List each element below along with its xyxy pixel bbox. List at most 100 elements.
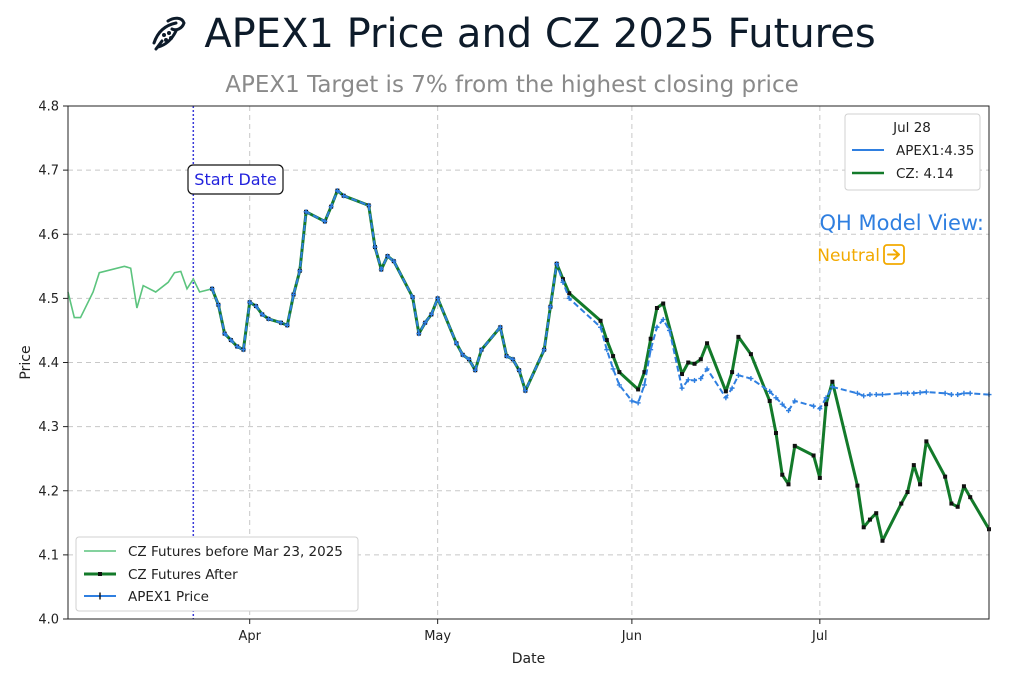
apex1-point [911, 390, 917, 396]
apex1-point [366, 202, 372, 208]
apex1-point [560, 279, 566, 285]
series-legend: CZ Futures before Mar 23, 2025 CZ Futures… [75, 536, 359, 612]
plot-frame [67, 105, 990, 620]
apex1-point [278, 320, 284, 326]
x-tick-label: Jul [811, 629, 828, 644]
apex1-point [598, 324, 604, 330]
cz-after-point [567, 291, 572, 296]
apex1-point [854, 390, 860, 396]
apex1-point [792, 398, 798, 404]
apex1-point [723, 395, 729, 401]
apex1-point [554, 261, 560, 267]
y-tick-label: 4.0 [38, 613, 59, 628]
y-axis-label: Price [18, 345, 34, 379]
apex1-point [209, 286, 215, 292]
apex1-point [748, 376, 754, 382]
qh-model-title: QH Model View: [820, 211, 984, 235]
cz-after-point [780, 472, 785, 477]
apex1-point [641, 382, 647, 388]
cz-after-point [874, 511, 879, 516]
cz-after-point [686, 360, 691, 365]
apex1-point [604, 347, 610, 353]
arrow-box [883, 244, 905, 265]
apex1-point [234, 343, 240, 349]
info-box-title: Jul 28 [892, 120, 931, 136]
x-tick-label: May [424, 629, 451, 644]
x-tick-label: Jun [621, 629, 642, 644]
info-apex1-value: APEX1:4.35 [896, 143, 974, 159]
apex1-point [879, 392, 885, 398]
apex1-point [291, 292, 297, 298]
cz-after-point [867, 517, 872, 522]
apex1-point [698, 376, 704, 382]
y-tick-label: 4.5 [38, 292, 59, 307]
y-tick-label: 4.6 [38, 228, 59, 243]
cz-after-point [961, 484, 966, 489]
cz-after-point [654, 305, 659, 310]
cz-after-point [723, 389, 728, 394]
cz-after-point [642, 370, 647, 375]
cz-after-point [918, 482, 923, 487]
qh-model-value: Neutral [817, 246, 880, 266]
series-cz-after-line [210, 189, 991, 543]
cz-after-point [880, 538, 885, 543]
apex1-point [303, 209, 309, 215]
cz-after-point [905, 490, 910, 495]
apex1-point [735, 372, 741, 378]
legend-frame [75, 536, 359, 612]
apex1-point [341, 193, 347, 199]
apex1-point [466, 356, 472, 362]
apex1-point [948, 392, 954, 398]
apex1-point [898, 390, 904, 396]
apex1-point [823, 395, 829, 401]
apex1-point [422, 320, 428, 326]
cz-after-point [911, 463, 916, 468]
cz-after-point [698, 357, 703, 362]
apex1-point [247, 299, 253, 305]
apex1-point [541, 347, 547, 353]
apex1-point [729, 385, 735, 391]
apex1-point [635, 400, 641, 406]
apex1-point [428, 311, 434, 317]
cz-after-point [636, 387, 641, 392]
apex1-point [666, 327, 672, 333]
apex1-point [955, 392, 961, 398]
apex1-point [767, 388, 773, 394]
apex1-point [779, 401, 785, 407]
arrow-right-box-icon [883, 244, 905, 265]
cz-after-point [598, 318, 603, 323]
apex1-point [435, 295, 441, 301]
info-cz-value: CZ: 4.14 [896, 166, 954, 182]
cz-after-point [861, 525, 866, 530]
apex1-point [692, 377, 698, 383]
legend-apex1-label: APEX1 Price [128, 589, 209, 605]
cz-after-point [692, 361, 697, 366]
apex1-point [610, 366, 616, 372]
cz-after-point [949, 501, 954, 506]
cz-after-point [767, 398, 772, 403]
apex1-point [328, 204, 334, 210]
cz-after-point [773, 431, 778, 436]
cz-after-point [792, 443, 797, 448]
y-tick-label: 4.4 [38, 356, 59, 371]
apex1-point [704, 366, 710, 372]
annotation-layer: Start Date QH Model View: Neutral [187, 164, 984, 266]
y-tick-label: 4.7 [38, 164, 59, 179]
page-subtitle: APEX1 Target is 7% from the highest clos… [225, 72, 799, 98]
apex1-point [817, 406, 823, 412]
apex1-point [372, 244, 378, 250]
apex1-point [917, 390, 923, 396]
apex1-point [829, 384, 835, 390]
cz-after-point [899, 501, 904, 506]
apex1-point [410, 294, 416, 300]
info-legend-box: Jul 28 APEX1:4.35 CZ: 4.14 [844, 113, 981, 191]
y-tick-label: 4.1 [38, 548, 59, 563]
apex1-point [265, 316, 271, 322]
cz-after-point [736, 334, 741, 339]
cz-after-point [955, 504, 960, 509]
legend-cz-before-label: CZ Futures before Mar 23, 2025 [128, 544, 343, 560]
start-date-label: Start Date [187, 164, 284, 195]
apex1-point [497, 324, 503, 330]
cz-after-point [604, 338, 609, 343]
